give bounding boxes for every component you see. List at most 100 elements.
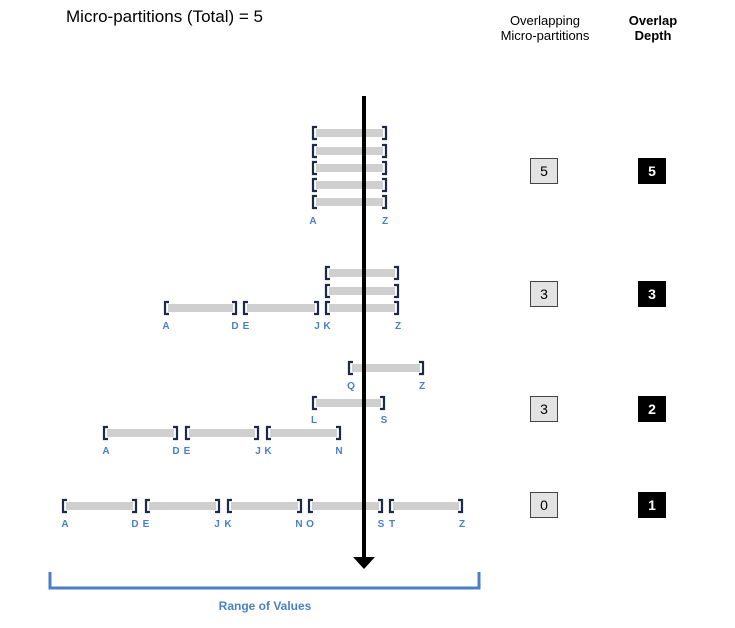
right-bracket — [173, 425, 179, 441]
page-title: Micro-partitions (Total) = 5 — [66, 7, 263, 26]
range-letter-label: O — [306, 519, 314, 530]
range-letter-label: D — [172, 446, 180, 457]
micro-partition-bar — [144, 498, 221, 514]
range-letter-label: L — [310, 415, 318, 426]
overlapping-header-line2: Micro-partitions — [500, 28, 590, 43]
overlapping-count-box: 3 — [530, 281, 558, 307]
overlapping-header: Overlapping Micro-partitions — [493, 13, 597, 43]
micro-partition-bar — [242, 300, 320, 316]
right-bracket — [419, 360, 425, 376]
partition-bar-fill — [189, 429, 255, 437]
left-bracket — [265, 425, 271, 441]
micro-partition-bar — [311, 143, 388, 159]
range-letter-label: Q — [347, 381, 355, 392]
left-bracket — [61, 498, 67, 514]
partition-bar-fill — [316, 198, 383, 206]
partition-bar-fill — [312, 502, 379, 510]
micro-partition-bar — [61, 498, 138, 514]
range-letter-label: S — [377, 519, 385, 530]
range-letter-label: A — [61, 519, 69, 530]
left-bracket — [324, 283, 330, 299]
left-bracket — [307, 498, 313, 514]
range-letter-label: K — [224, 519, 232, 530]
partition-bar-fill — [316, 399, 381, 407]
partition-bars — [61, 125, 464, 514]
range-letter-label: D — [231, 321, 239, 332]
range-letter-label: K — [264, 446, 272, 457]
overlap-depth-box: 1 — [638, 492, 666, 518]
left-bracket — [324, 300, 330, 316]
right-bracket — [232, 300, 238, 316]
range-letter-label: A — [102, 446, 110, 457]
partition-bar-fill — [393, 502, 459, 510]
range-letter-label: Z — [394, 321, 402, 332]
micro-partition-bar — [311, 160, 388, 176]
partition-bar-fill — [247, 304, 315, 312]
overlap-depth-box: 5 — [638, 158, 666, 184]
right-bracket — [458, 498, 464, 514]
right-bracket — [382, 177, 388, 193]
depth-header-line2: Depth — [634, 28, 672, 43]
left-bracket — [226, 498, 232, 514]
right-bracket — [394, 283, 400, 299]
depth-header: Overlap Depth — [613, 13, 693, 43]
left-bracket — [311, 194, 317, 210]
right-bracket — [382, 194, 388, 210]
range-of-values-label: Range of Values — [218, 599, 312, 613]
left-bracket — [347, 360, 353, 376]
range-letter-label: A — [309, 216, 317, 227]
partition-bar-fill — [231, 502, 298, 510]
micro-partition-bar — [311, 125, 388, 141]
left-bracket — [102, 425, 108, 441]
partition-bar-fill — [316, 181, 383, 189]
micro-partition-bar — [311, 177, 388, 193]
left-bracket — [163, 300, 169, 316]
right-bracket — [215, 498, 221, 514]
left-bracket — [242, 300, 248, 316]
partition-bar-fill — [316, 129, 383, 137]
overlapping-count-box: 0 — [530, 492, 558, 518]
scan-axis-arrowhead — [353, 557, 375, 569]
right-bracket — [297, 498, 303, 514]
range-letter-label: D — [131, 519, 139, 530]
range-letter-label: E — [142, 519, 150, 530]
range-letter-label: Z — [381, 216, 389, 227]
overlap-depth-box: 2 — [638, 396, 666, 422]
range-letter-label: E — [242, 321, 250, 332]
overlapping-count-box: 3 — [530, 396, 558, 422]
range-letter-label: J — [314, 321, 320, 332]
partition-bar-fill — [168, 304, 233, 312]
range-letter-label: T — [388, 519, 396, 530]
range-letter-label: S — [380, 415, 388, 426]
micro-partition-bar — [347, 360, 425, 376]
partition-bar-fill — [352, 364, 420, 372]
partition-bar-fill — [107, 429, 174, 437]
micro-partition-bar — [388, 498, 464, 514]
right-bracket — [378, 498, 384, 514]
right-bracket — [336, 425, 342, 441]
partition-bar-fill — [316, 147, 383, 155]
micro-partition-bar — [226, 498, 303, 514]
right-bracket — [254, 425, 260, 441]
right-bracket — [380, 395, 386, 411]
right-bracket — [382, 143, 388, 159]
range-letter-label: Z — [418, 381, 426, 392]
micro-partition-bar — [311, 395, 386, 411]
micro-partition-bar — [307, 498, 384, 514]
micro-partition-bar — [184, 425, 260, 441]
range-letter-label: A — [162, 321, 170, 332]
left-bracket — [311, 125, 317, 141]
left-bracket — [184, 425, 190, 441]
right-bracket — [382, 160, 388, 176]
right-bracket — [314, 300, 320, 316]
left-bracket — [388, 498, 394, 514]
range-letter-label: E — [183, 446, 191, 457]
overlap-depth-box: 3 — [638, 281, 666, 307]
range-letter-label: N — [295, 519, 303, 530]
micro-partition-bar — [163, 300, 238, 316]
left-bracket — [311, 177, 317, 193]
right-bracket — [394, 300, 400, 316]
overlapping-header-line1: Overlapping — [509, 13, 581, 28]
